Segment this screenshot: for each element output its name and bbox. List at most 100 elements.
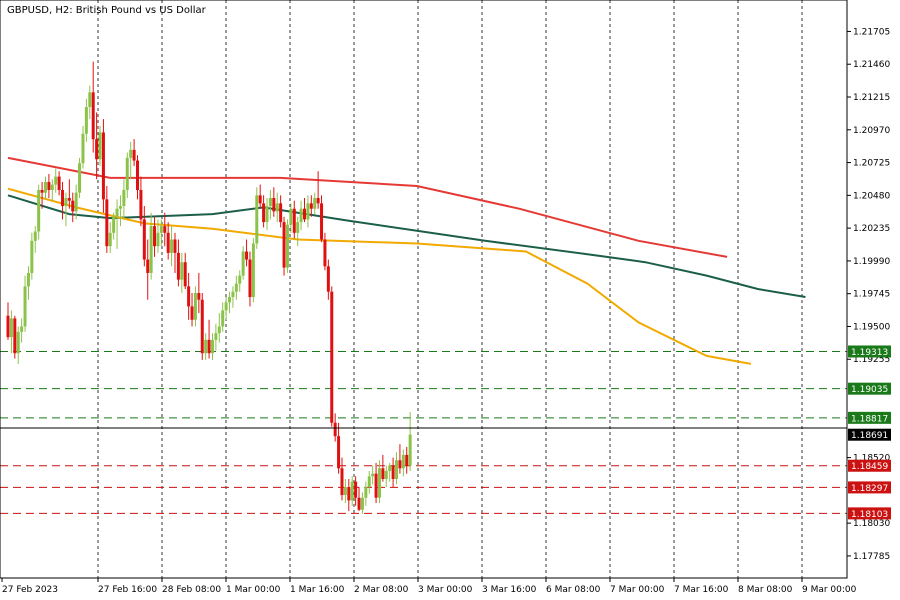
candle-bearish bbox=[340, 457, 344, 501]
candle-bearish bbox=[142, 206, 146, 267]
candle-body bbox=[323, 239, 327, 267]
candle-bearish bbox=[207, 319, 211, 359]
candle-bearish bbox=[337, 422, 341, 474]
candle-body bbox=[347, 487, 351, 501]
candle-body bbox=[364, 487, 368, 498]
candle-bullish bbox=[343, 478, 347, 504]
candle-bearish bbox=[374, 462, 378, 504]
candle-bullish bbox=[377, 460, 381, 504]
candle-bearish bbox=[173, 232, 177, 273]
candle-body bbox=[170, 239, 174, 253]
candle-body bbox=[214, 333, 218, 340]
candle-body bbox=[374, 473, 378, 498]
candlesticks bbox=[6, 61, 412, 514]
x-tick-label: 8 Mar 08:00 bbox=[738, 585, 793, 595]
candle-body bbox=[330, 291, 334, 423]
candle-body bbox=[74, 192, 78, 212]
candle-body bbox=[95, 139, 99, 160]
candle-body bbox=[343, 487, 347, 496]
candle-body bbox=[43, 181, 47, 193]
candle-body bbox=[40, 189, 44, 193]
current-price-badge bbox=[848, 428, 891, 441]
candle-bearish bbox=[166, 222, 170, 260]
level-badge-label: 1.18103 bbox=[851, 510, 888, 520]
candle-bullish bbox=[224, 297, 228, 320]
candle-bullish bbox=[84, 99, 88, 142]
candle-bullish bbox=[20, 318, 24, 343]
candle-bearish bbox=[309, 195, 313, 217]
candle-body bbox=[333, 422, 337, 437]
candle-body bbox=[33, 231, 37, 241]
candle-bullish bbox=[401, 449, 405, 477]
candle-bullish bbox=[193, 286, 197, 327]
candle-bullish bbox=[241, 246, 245, 280]
candle-bullish bbox=[275, 192, 279, 223]
current-price-label: 1.18691 bbox=[851, 431, 888, 441]
y-tick-label: 1.19500 bbox=[853, 322, 890, 332]
candle-body bbox=[81, 133, 85, 164]
candle-body bbox=[71, 200, 75, 212]
candle-body bbox=[391, 465, 395, 479]
candle-bearish bbox=[323, 232, 327, 271]
candle-body bbox=[367, 476, 371, 488]
candle-body bbox=[101, 132, 105, 200]
x-tick-label: 1 Mar 16:00 bbox=[290, 585, 345, 595]
level-badge-label: 1.19313 bbox=[851, 348, 888, 358]
candle-bullish bbox=[210, 333, 214, 360]
candle-body bbox=[371, 473, 375, 477]
candle-bearish bbox=[292, 200, 296, 239]
candle-bearish bbox=[136, 155, 140, 200]
candle-bearish bbox=[6, 302, 10, 340]
y-tick-label: 1.20725 bbox=[853, 159, 890, 169]
candle-bullish bbox=[125, 152, 129, 199]
candle-bullish bbox=[129, 141, 133, 180]
candle-body bbox=[84, 107, 88, 134]
candle-bearish bbox=[282, 216, 286, 276]
candle-body bbox=[50, 184, 54, 190]
candle-bullish bbox=[217, 313, 221, 343]
candle-bullish bbox=[350, 476, 354, 506]
x-tick-label: 3 Mar 16:00 bbox=[482, 585, 537, 595]
level-badge-label: 1.18297 bbox=[851, 484, 888, 494]
candle-body bbox=[296, 222, 300, 233]
level-badge-red bbox=[848, 507, 891, 520]
candle-body bbox=[395, 460, 399, 479]
vertical-gridlines bbox=[97, 0, 803, 578]
candle-body bbox=[207, 339, 211, 354]
candle-bullish bbox=[214, 323, 218, 351]
candle-bullish bbox=[234, 275, 238, 300]
candle-bearish bbox=[91, 61, 95, 153]
candle-body bbox=[37, 189, 41, 232]
candle-bullish bbox=[170, 226, 174, 267]
candle-bearish bbox=[163, 212, 167, 247]
candle-body bbox=[13, 318, 17, 354]
moving-average-ma_red bbox=[7, 156, 728, 258]
y-tick-label: 1.20480 bbox=[853, 191, 890, 201]
candle-body bbox=[67, 198, 71, 201]
candle-bullish bbox=[26, 266, 30, 300]
x-tick-label: 27 Feb 16:00 bbox=[98, 585, 157, 595]
candle-bullish bbox=[64, 192, 68, 227]
candle-body bbox=[245, 251, 249, 260]
candle-body bbox=[136, 160, 140, 190]
candle-bullish bbox=[296, 216, 300, 247]
candle-body bbox=[129, 149, 133, 158]
candle-bullish bbox=[50, 179, 54, 201]
candle-body bbox=[251, 243, 255, 298]
candle-bullish bbox=[364, 481, 368, 506]
candle-bearish bbox=[40, 181, 44, 209]
candle-bearish bbox=[272, 187, 276, 217]
candle-body bbox=[401, 454, 405, 469]
moving-average-lines bbox=[7, 156, 806, 365]
candle-body bbox=[146, 259, 150, 273]
candle-body bbox=[173, 239, 177, 253]
candle-body bbox=[210, 339, 214, 354]
level-badge-label: 1.19035 bbox=[851, 385, 888, 395]
candle-body bbox=[337, 436, 341, 469]
x-tick-label: 7 Mar 16:00 bbox=[674, 585, 729, 595]
candle-body bbox=[265, 206, 269, 223]
x-tick-label: 1 Mar 00:00 bbox=[226, 585, 281, 595]
candle-body bbox=[357, 497, 361, 510]
candle-body bbox=[313, 198, 317, 209]
candle-bearish bbox=[262, 195, 266, 228]
